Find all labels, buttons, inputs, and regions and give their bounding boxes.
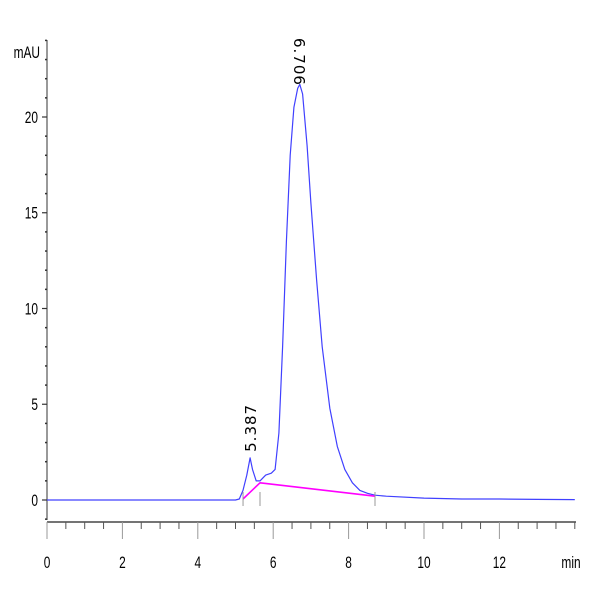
x-tick-label: 4 bbox=[194, 554, 201, 573]
y-tick-label: 15 bbox=[25, 205, 38, 224]
x-tick-label: 8 bbox=[345, 554, 352, 573]
x-axis-label: min bbox=[561, 554, 580, 573]
x-tick-label: 6 bbox=[270, 554, 277, 573]
y-axis: 0 5 10 15 20 mAU bbox=[14, 39, 48, 520]
x-tick-label: 0 bbox=[44, 554, 51, 573]
x-axis: 0 2 4 6 8 10 12 min bbox=[44, 521, 581, 573]
peak-label-6706: 6.706 bbox=[290, 38, 308, 86]
peak-label-5387: 5.387 bbox=[242, 404, 260, 452]
signal-trace bbox=[47, 83, 575, 501]
baseline-trace bbox=[242, 481, 376, 500]
x-tick-label: 12 bbox=[493, 554, 506, 573]
y-tick-label: 10 bbox=[25, 301, 38, 320]
peak-annotations: 5.387 6.706 bbox=[242, 38, 308, 452]
x-tick-label: 10 bbox=[417, 554, 430, 573]
y-tick-label: 20 bbox=[25, 109, 38, 128]
chart-series bbox=[47, 83, 575, 506]
x-tick-label: 2 bbox=[119, 554, 126, 573]
y-tick-label: 0 bbox=[31, 492, 38, 511]
y-axis-label: mAU bbox=[14, 44, 40, 63]
y-tick-label: 5 bbox=[31, 396, 38, 415]
